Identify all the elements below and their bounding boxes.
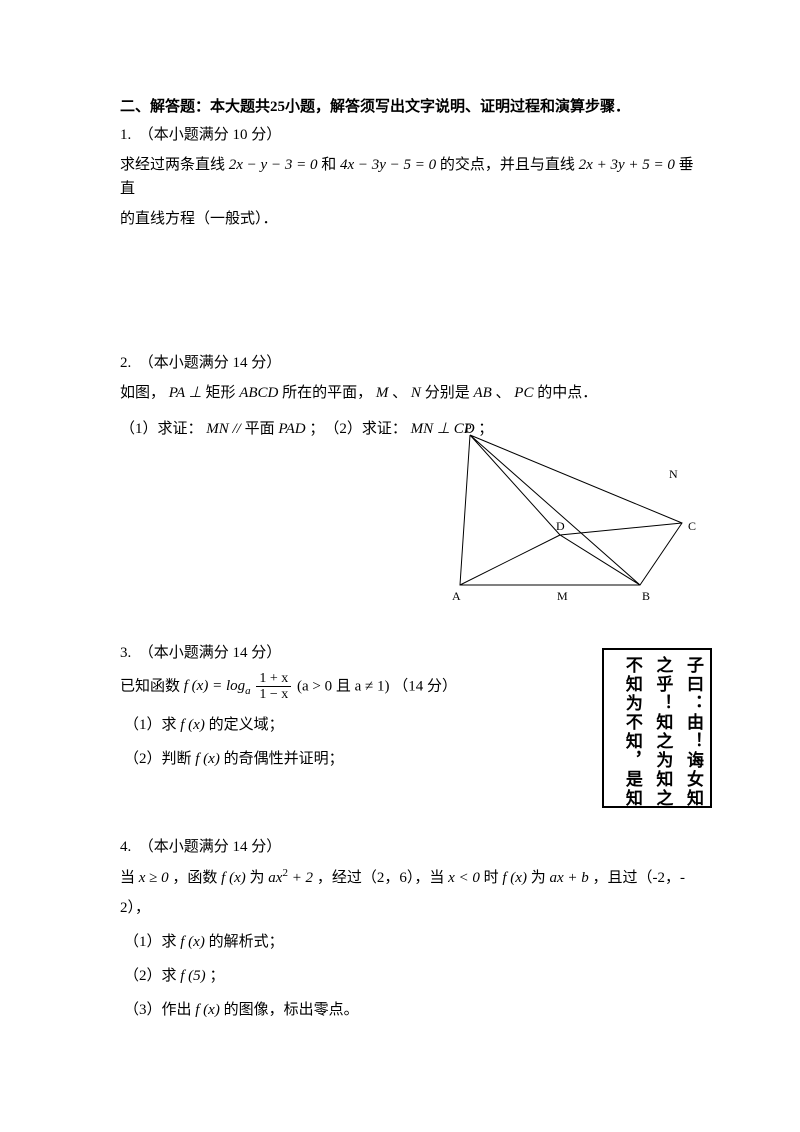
q4-text: 时 (484, 870, 503, 886)
label-B: B (642, 587, 650, 606)
q2-text: 矩形 (205, 385, 235, 401)
q3-pts: （14 分） (393, 678, 457, 694)
q1-eq1: 2x − y − 3 = 0 (229, 157, 318, 173)
q4-text: 为 (531, 870, 550, 886)
confucius-quote-box: 子曰：由！诲女知 之乎！知之为知之， 不知为不知，是知 (602, 648, 712, 808)
q1-text: 的交点，并且与直线 (440, 157, 579, 173)
frac-den: 1 − x (256, 687, 291, 702)
q1-text: 和 (321, 157, 340, 173)
label-N: N (669, 465, 678, 484)
f5-inline: f (5) (180, 968, 205, 984)
q4-text: 当 (120, 870, 139, 886)
ax: ax (268, 870, 282, 886)
label-C: C (688, 517, 696, 536)
q2-text: 、 (496, 385, 511, 401)
q2-title: 2. （本小题满分 14 分） (120, 351, 700, 375)
q4-text: 为 (250, 870, 269, 886)
q4-eq: ax2 + 2 (268, 870, 313, 886)
fx-inline: f (x) (195, 751, 220, 767)
q4-sub3: （3）作出 f (x) 的图像，标出零点。 (124, 998, 700, 1022)
q2-eq: ABCD (239, 385, 278, 401)
spacer (120, 237, 700, 347)
q4-sub1: （1）求 f (x) 的解析式； (124, 930, 700, 954)
q4-title: 4. （本小题满分 14 分） (120, 835, 700, 859)
plus2: + 2 (288, 870, 313, 886)
q2-text: 的中点． (537, 385, 597, 401)
q1-eq2: 4x − 3y − 5 = 0 (340, 157, 436, 173)
q1-body: 求经过两条直线 2x − y − 3 = 0 和 4x − 3y − 5 = 0… (120, 153, 700, 201)
tetrahedron-svg (450, 427, 710, 602)
fx-inline: f (x) (180, 717, 205, 733)
fx-inline: f (x) (195, 1002, 220, 1018)
q2-sub-eq: MN // (206, 421, 244, 437)
label-P: P (465, 419, 472, 438)
q4-line2: 2）， (120, 896, 700, 920)
label-A: A (452, 587, 461, 606)
q3-cond: (a > 0 且 a ≠ 1) (297, 678, 390, 694)
q3-text: 已知函数 (120, 678, 184, 694)
q2-eq: PA ⊥ (169, 385, 202, 401)
q3-fx: f (x) = loga 1 + x 1 − x (184, 678, 297, 694)
label-M: M (557, 587, 568, 606)
q1-line2: 的直线方程（一般式）． (120, 207, 700, 231)
q4-eq: f (x) (221, 870, 246, 886)
q2-sub-text: （1）求证： (120, 421, 203, 437)
q2-eq: AB (473, 385, 491, 401)
q4-sub2: （2）求 f (5) ； (124, 964, 700, 988)
q2-eq: M (376, 385, 389, 401)
fx-inline: f (x) (180, 934, 205, 950)
q4-text: ，经过（2，6），当 (317, 870, 448, 886)
q1-title: 1. （本小题满分 10 分） (120, 123, 700, 147)
q2-sub-text: ； （2）求证： (309, 421, 407, 437)
label-D: D (556, 517, 565, 536)
confucius-col-1: 子曰：由！诲女知 (677, 656, 708, 800)
q4-eq: ax + b (549, 870, 588, 886)
q1-eq3: 2x + 3y + 5 = 0 (579, 157, 675, 173)
q2-sub-eq: PAD (278, 421, 305, 437)
q2-text: 所在的平面， (282, 385, 372, 401)
q4-eq: x < 0 (448, 870, 480, 886)
q4-body: 当 x ≥ 0 ，函数 f (x) 为 ax2 + 2 ，经过（2，6），当 x… (120, 865, 700, 890)
q4-text: ，函数 (172, 870, 221, 886)
frac-num: 1 + x (256, 671, 291, 687)
q4-eq: f (x) (502, 870, 527, 886)
section-header: 二、解答题：本大题共25小题，解答须写出文字说明、证明过程和演算步骤． (120, 95, 700, 119)
q2-eq: PC (514, 385, 533, 401)
log-base: a (245, 685, 251, 697)
q4-eq: x ≥ 0 (139, 870, 169, 886)
q1-text: 求经过两条直线 (120, 157, 229, 173)
geometry-figure: P N D C A M B (450, 427, 710, 597)
q2-text: 如图， (120, 385, 165, 401)
exam-page: 二、解答题：本大题共25小题，解答须写出文字说明、证明过程和演算步骤． 1. （… (0, 0, 800, 1132)
fraction: 1 + x 1 − x (256, 671, 291, 703)
q3-fx-txt: f (x) = log (184, 678, 245, 694)
q2-body: 如图， PA ⊥ 矩形 ABCD 所在的平面， M 、 N 分别是 AB 、 P… (120, 381, 700, 405)
q2-eq: N (411, 385, 421, 401)
q2-text: 分别是 (425, 385, 470, 401)
q2-sub-text: 平面 (245, 421, 275, 437)
q2-text: 、 (392, 385, 407, 401)
q4-text: ，且过（-2，- (593, 870, 686, 886)
confucius-col-3: 不知为不知，是知 (616, 656, 647, 800)
q3-body: 已知函数 f (x) = loga 1 + x 1 − x (a > 0 且 a… (120, 671, 550, 703)
confucius-col-2: 之乎！知之为知之， (647, 656, 678, 800)
